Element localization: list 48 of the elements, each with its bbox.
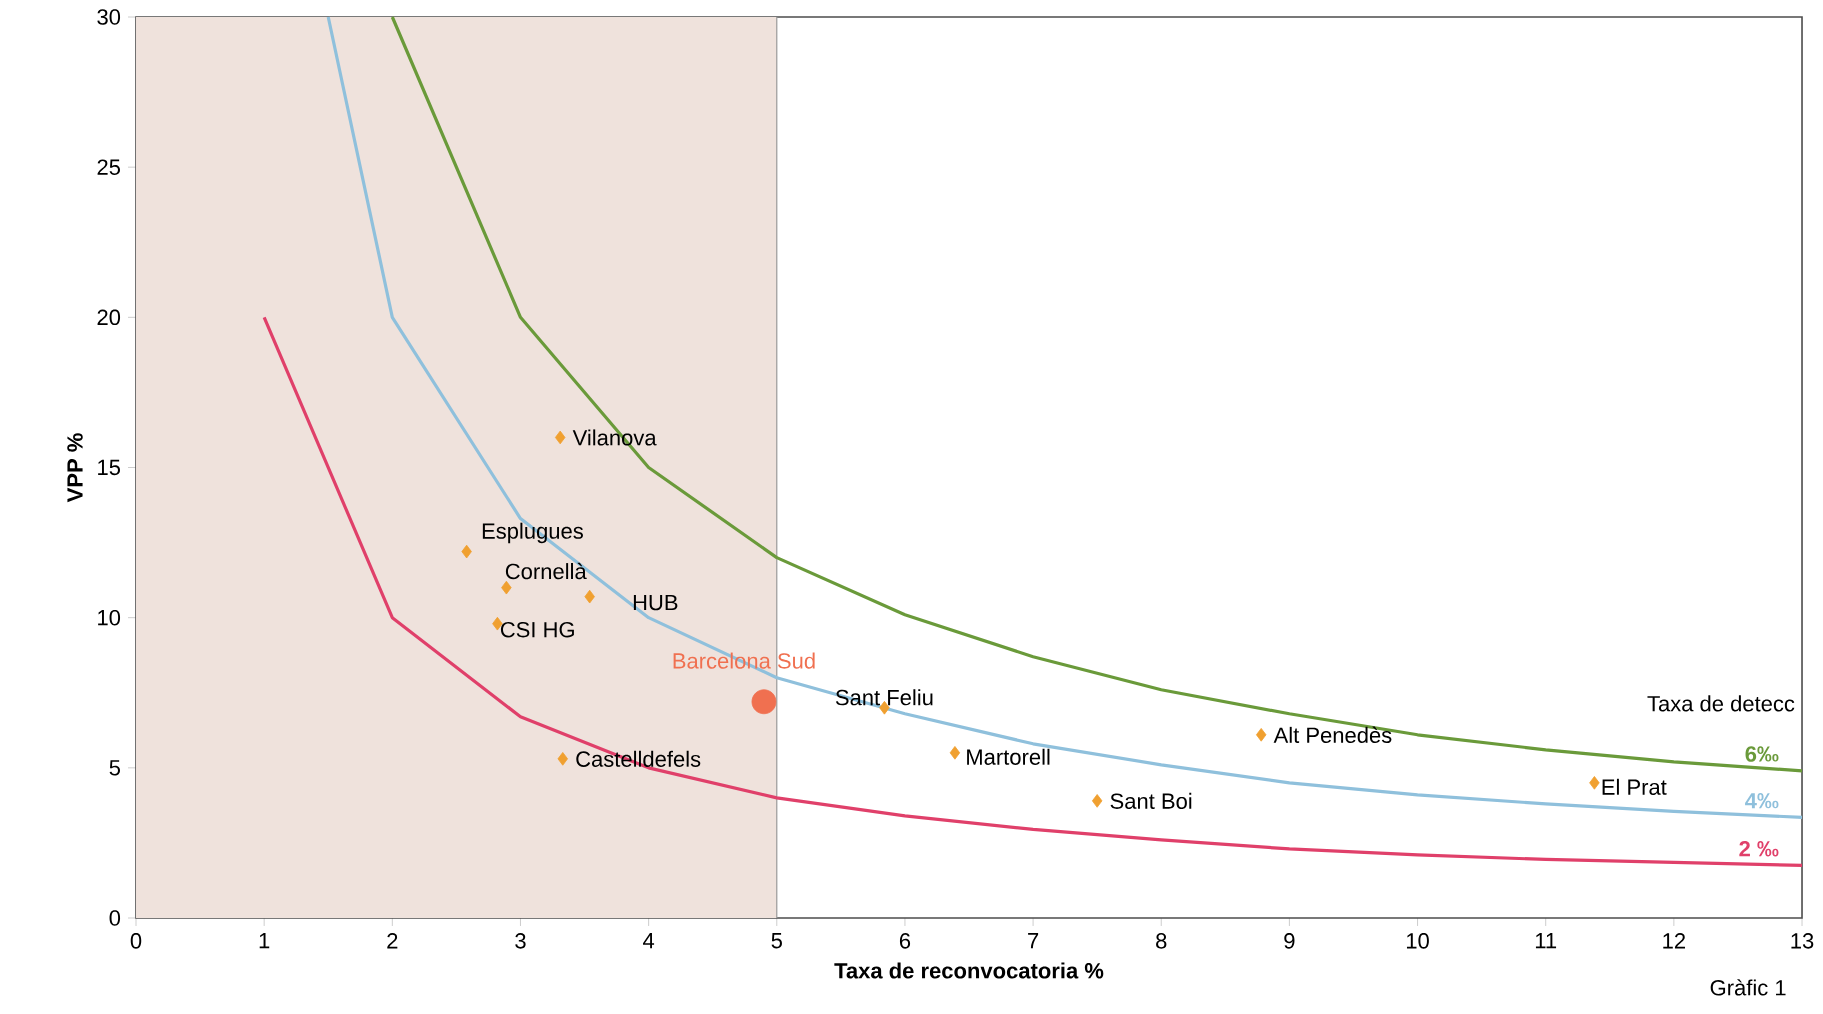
y-tick-label: 5	[109, 760, 120, 776]
annotation: El Prat	[1602, 778, 1667, 795]
y-tick-label: 25	[97, 159, 120, 175]
legend-title: Taxa de detecc	[1647, 695, 1795, 712]
y-tick-label: 20	[97, 309, 121, 326]
text: Gràfic 1	[1710, 979, 1786, 996]
x-tick-label: 5	[771, 933, 782, 949]
x-tick-label: 11	[1535, 933, 1557, 949]
point	[501, 580, 512, 595]
x-tick-label: 8	[1156, 933, 1167, 949]
point	[1589, 776, 1600, 790]
annotation: Cornellà	[505, 562, 587, 580]
annotation: HUB	[633, 594, 678, 611]
x-tick-label: 2	[387, 933, 398, 949]
x-tick-label: 9	[1284, 933, 1295, 949]
x-axis-title: Taxa de reconvocatoria %	[834, 962, 1104, 979]
series-label: 2 ‰	[1739, 841, 1779, 857]
point	[1091, 794, 1103, 808]
y-tick-label: 30	[97, 9, 121, 25]
annotation: Esplugues	[482, 522, 583, 544]
x-tick-label: 10	[1406, 933, 1429, 949]
annotation: Sant Feliu	[835, 689, 933, 706]
x-tick-label: 4	[643, 933, 655, 949]
point	[584, 589, 595, 604]
annotation: Martorell	[967, 748, 1050, 765]
y-tick-label: 0	[109, 910, 121, 926]
annotation: Alt Penedès	[1273, 726, 1392, 744]
point	[949, 746, 961, 760]
y-axis-title: VPP %	[67, 433, 83, 503]
y-tick-label: 15	[98, 459, 120, 476]
series-label: 6‰	[1745, 746, 1779, 762]
x-tick-label: 6	[899, 933, 911, 949]
point	[557, 752, 568, 766]
y-tick-label: 10	[98, 609, 121, 626]
line-series	[262, 315, 1804, 868]
annotation: Sant Boi	[1110, 792, 1192, 809]
point	[1256, 728, 1267, 742]
x-tick-label: 12	[1663, 933, 1685, 949]
series-label: 4‰	[1745, 793, 1779, 809]
point	[555, 430, 566, 445]
annotation: CSI HG	[500, 621, 574, 638]
x-tick-label: 3	[515, 933, 526, 949]
point	[751, 689, 777, 715]
x-tick-label: 13	[1791, 933, 1814, 949]
x-tick-label: 7	[1028, 933, 1039, 949]
point	[461, 544, 472, 559]
x-tick-label: 1	[259, 933, 270, 949]
x-tick-label: 0	[130, 933, 142, 949]
